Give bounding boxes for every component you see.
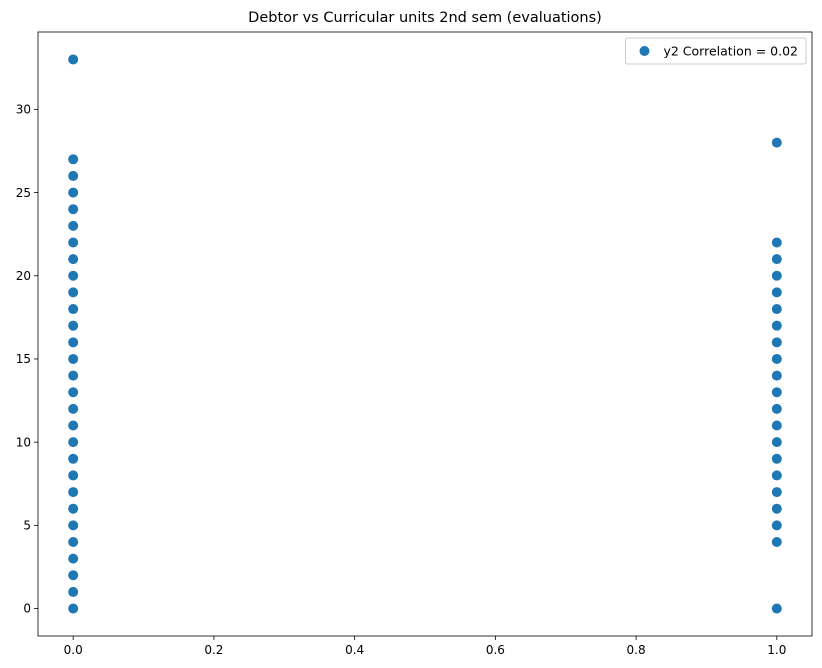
data-point	[771, 287, 782, 298]
data-point	[771, 403, 782, 414]
data-point	[68, 437, 79, 448]
data-point	[68, 287, 79, 298]
data-point	[68, 304, 79, 315]
data-point	[68, 320, 79, 331]
y-tick-label: 30	[16, 103, 31, 117]
data-point	[771, 520, 782, 531]
data-point	[68, 220, 79, 231]
data-point	[771, 254, 782, 265]
data-point	[771, 603, 782, 614]
legend: y2 Correlation = 0.02	[624, 37, 807, 65]
y-tick-label: 5	[23, 519, 31, 533]
data-point	[68, 520, 79, 531]
data-point	[68, 403, 79, 414]
x-tick-label: 0.0	[64, 643, 83, 657]
data-point	[68, 536, 79, 547]
data-point	[68, 254, 79, 265]
data-point	[771, 470, 782, 481]
data-point	[771, 536, 782, 547]
data-point	[68, 270, 79, 281]
x-tick-label: 1.0	[767, 643, 786, 657]
data-point	[771, 387, 782, 398]
data-point	[771, 237, 782, 248]
axes-frame	[37, 31, 813, 637]
data-point	[68, 154, 79, 165]
plot-area	[38, 32, 812, 636]
y-tick-label: 10	[16, 435, 31, 449]
data-point	[68, 470, 79, 481]
data-point	[68, 387, 79, 398]
data-point	[68, 237, 79, 248]
x-tick-label: 0.8	[627, 643, 646, 657]
data-point	[771, 320, 782, 331]
data-point	[771, 304, 782, 315]
data-point	[771, 370, 782, 381]
data-point	[68, 420, 79, 431]
data-point	[771, 353, 782, 364]
legend-marker	[639, 46, 650, 56]
x-tick-label: 0.6	[486, 643, 505, 657]
data-point	[68, 170, 79, 181]
x-tick-label: 0.2	[204, 643, 223, 657]
y-tick-label: 0	[23, 602, 31, 616]
y-tick-label: 25	[16, 186, 31, 200]
data-point	[68, 487, 79, 498]
legend-label: y2 Correlation = 0.02	[663, 44, 798, 59]
data-point	[771, 487, 782, 498]
legend-frame	[624, 37, 807, 65]
data-point	[68, 370, 79, 381]
axes: 0.0 0.2 0.4 0.6 0.8 1.0 0 5 10 15 20 25 30	[16, 31, 813, 657]
x-tick-label: 0.4	[345, 643, 364, 657]
data-point	[771, 437, 782, 448]
data-point	[68, 603, 79, 614]
y-tick-label: 15	[16, 352, 31, 366]
data-point	[771, 503, 782, 514]
data-point	[68, 204, 79, 215]
data-point	[68, 570, 79, 581]
y-tick-label: 20	[16, 269, 31, 283]
data-point	[68, 54, 79, 65]
data-point	[68, 553, 79, 564]
data-point	[68, 453, 79, 464]
data-point	[771, 270, 782, 281]
data-point	[771, 420, 782, 431]
data-point	[771, 337, 782, 348]
data-point	[68, 353, 79, 364]
data-point	[68, 337, 79, 348]
data-point	[68, 503, 79, 514]
data-points	[68, 54, 782, 614]
data-point	[68, 586, 79, 597]
chart-title: Debtor vs Curricular units 2nd sem (eval…	[248, 10, 602, 26]
data-point	[68, 187, 79, 198]
data-point	[771, 453, 782, 464]
data-point	[771, 137, 782, 148]
